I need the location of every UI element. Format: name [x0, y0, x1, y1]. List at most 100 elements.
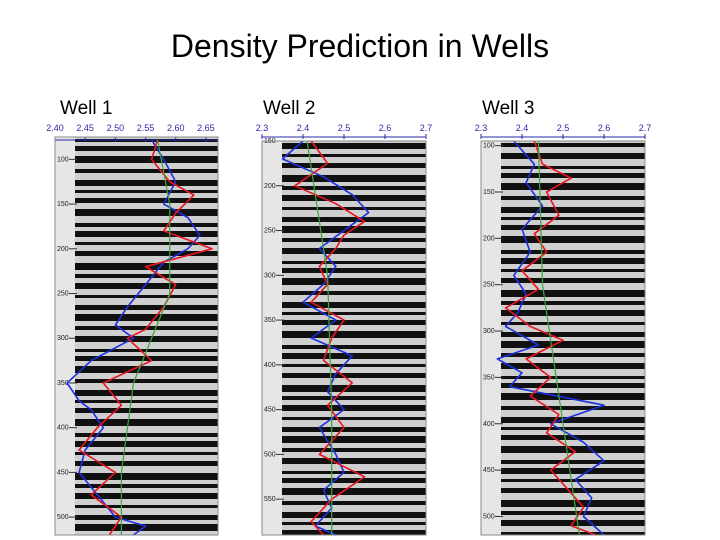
well-2-stripe	[282, 364, 426, 367]
well-2-stripe	[282, 417, 426, 420]
well-2-stripe	[282, 226, 426, 233]
well-1-stripe	[75, 295, 218, 298]
well-3-stripe	[501, 173, 645, 178]
well-1-stripe	[75, 305, 218, 310]
well-1-stripe	[75, 231, 218, 237]
well-2-depth-tick-label: 250	[264, 228, 276, 235]
well-3-x-tick-label: 2.6	[598, 123, 611, 133]
well-1-stripe	[75, 283, 218, 289]
well-1-label: Well 1	[60, 98, 113, 119]
well-3-stripe	[501, 479, 645, 482]
well-1-stripe	[75, 146, 218, 151]
well-3-stripe	[501, 435, 645, 440]
well-3-blue-curve	[496, 140, 605, 536]
well-2-stripe	[282, 331, 426, 338]
well-2-stripe	[282, 373, 426, 378]
well-1-depth-tick-label: 350	[57, 380, 69, 387]
well-2-stripe	[282, 522, 426, 525]
well-3-stripe	[501, 301, 645, 305]
well-3-stripe	[501, 460, 645, 464]
well-2-stripe	[282, 143, 426, 149]
well-3-stripe	[501, 250, 645, 254]
well-2-stripe	[282, 396, 426, 400]
well-1-stripe	[75, 524, 218, 531]
well-3-depth-tick-label: 100	[483, 143, 495, 150]
well-2-x-tick-label: 2.7	[420, 123, 433, 133]
well-3-depth-tick-label: 250	[483, 282, 495, 289]
well-1-stripe	[75, 433, 218, 437]
well-1-stripe	[75, 484, 218, 488]
well-2-stripe	[282, 268, 426, 273]
well-1-depth-strip	[55, 137, 75, 535]
well-2-stripe	[282, 488, 426, 495]
well-2-depth-tick-label: 300	[264, 272, 276, 279]
well-1-blue-curve	[66, 139, 201, 536]
well-3-stripe	[501, 363, 645, 369]
well-2-green-curve	[306, 140, 333, 535]
well-1-stripe	[75, 180, 218, 186]
well-2-stripe	[282, 478, 426, 483]
well-2-stripe	[282, 501, 426, 505]
well-1-stripe	[75, 366, 218, 373]
well-2-stripe	[282, 345, 426, 349]
well-3-stripe	[501, 225, 645, 230]
well-2-depth-tick-label: 500	[264, 451, 276, 458]
well-3-stripe	[501, 376, 645, 379]
well-1-stripe	[75, 515, 218, 520]
well-1-stripe	[75, 209, 218, 216]
well-3-stripe	[501, 143, 645, 147]
well-2-depth-tick-label: 550	[264, 496, 276, 503]
page-title: Density Prediction in Wells	[170, 28, 550, 64]
well-3-depth-strip	[481, 141, 501, 535]
well-1-stripe	[75, 223, 218, 227]
well-2-depth-tick-label: 450	[264, 407, 276, 414]
well-3-x-tick-label: 2.7	[639, 123, 652, 133]
well-1-stripe	[75, 408, 218, 413]
well-3-stripe	[501, 153, 645, 159]
well-1-stripe	[75, 379, 218, 383]
well-1-depth-tick-label: 250	[57, 291, 69, 298]
well-3-green-curve	[537, 140, 580, 536]
well-1-stripe	[75, 169, 218, 173]
well-2-stripe	[282, 261, 426, 264]
well-3-stripe	[501, 258, 645, 264]
well-1-stripe	[75, 390, 218, 396]
well-3-stripe	[501, 236, 645, 243]
well-1-stripe	[75, 419, 218, 426]
well-1-stripe	[75, 473, 218, 480]
well-3-depth-tick-label: 400	[483, 421, 495, 428]
well-2-stripe	[282, 320, 426, 325]
well-1-panel-border	[54, 136, 219, 536]
well-2-stripe	[282, 154, 426, 157]
well-2-depth-tick-label: 400	[264, 362, 276, 369]
well-2-depth-strip	[262, 141, 282, 535]
well-3-depth-tick-label: 300	[483, 328, 495, 335]
well-1-x-tick-label: 2.45	[76, 123, 94, 133]
well-2-stripe	[282, 530, 426, 535]
well-3-stripe	[501, 196, 645, 200]
well-1-depth-tick-label: 400	[57, 425, 69, 432]
well-3-panel-border	[480, 140, 646, 536]
well-2-stripe	[282, 385, 426, 392]
well-2-stripe	[282, 195, 426, 201]
well-3-depth-tick-label: 450	[483, 467, 495, 474]
well-1-x-tick-label: 2.65	[197, 123, 215, 133]
well-2-depth-tick-label: 200	[264, 183, 276, 190]
well-2-blue-curve	[281, 140, 370, 536]
well-3-stripe	[501, 183, 645, 190]
well-1-stripe	[75, 400, 218, 403]
well-2-x-tick-label: 2.5	[338, 123, 351, 133]
well-2-stripe	[282, 353, 426, 359]
well-1-stripe	[75, 274, 218, 278]
well-2-x-tick-label: 2.6	[379, 123, 392, 133]
well-1-stripe	[75, 493, 218, 499]
well-1-depth-tick-label: 100	[57, 156, 69, 163]
well-1-stripe	[75, 156, 218, 163]
well-2-stripe	[282, 186, 426, 190]
well-3-stripe	[501, 290, 645, 297]
well-3-stripe	[501, 353, 645, 357]
well-3-stripe	[501, 383, 645, 388]
well-3-stripe	[501, 310, 645, 316]
well-2-panel-border	[261, 140, 427, 536]
well-2-stripe	[282, 175, 426, 182]
